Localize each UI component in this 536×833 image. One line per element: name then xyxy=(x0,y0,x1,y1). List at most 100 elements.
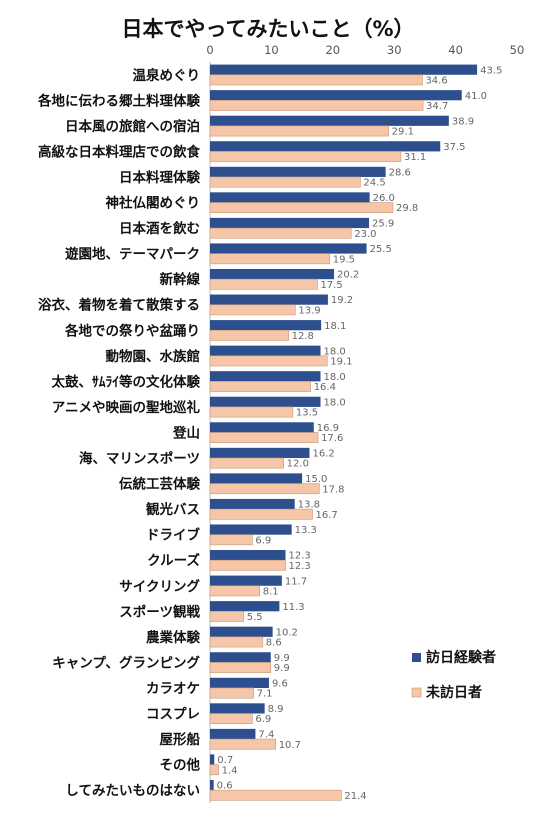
category-label: 各地での祭りや盆踊り xyxy=(64,322,200,339)
bar-not-visited xyxy=(209,151,402,162)
bar-visited xyxy=(210,217,370,229)
value-label-not-visited: 12.8 xyxy=(292,331,314,342)
bar-visited xyxy=(210,601,280,612)
bar-visited xyxy=(210,243,367,254)
bar-visited xyxy=(210,626,273,637)
value-label-visited: 11.7 xyxy=(285,576,307,587)
value-label-not-visited: 13.5 xyxy=(296,408,318,419)
x-tick-label: 30 xyxy=(387,43,402,57)
value-label-visited: 18.1 xyxy=(324,321,346,332)
bar-not-visited xyxy=(209,687,254,699)
bars: 43.5 34.6 41.0 34.7 38.9 29.1 37.5 31.1 28.6 24.5… xyxy=(209,64,502,802)
bar-visited xyxy=(210,703,265,714)
value-label-visited: 9.9 xyxy=(274,653,290,664)
bar-visited xyxy=(210,345,321,356)
category-label: 日本酒を飲む xyxy=(119,220,200,237)
value-label-visited: 18.0 xyxy=(324,372,346,383)
value-label-visited: 28.6 xyxy=(389,167,411,178)
category-label: 農業体験 xyxy=(146,629,200,646)
value-label-not-visited: 10.7 xyxy=(279,740,301,751)
bar-not-visited xyxy=(209,559,286,571)
category-label: アニメや映画の聖地巡礼 xyxy=(52,399,201,416)
value-label-not-visited: 34.7 xyxy=(426,101,448,112)
value-label-not-visited: 9.9 xyxy=(274,663,290,674)
bar-visited xyxy=(210,90,462,101)
category-label: 動物園、水族館 xyxy=(106,348,201,365)
value-label-not-visited: 19.5 xyxy=(333,254,355,265)
x-tick-label: 40 xyxy=(448,43,463,57)
value-label-not-visited: 29.8 xyxy=(396,203,418,214)
bar-visited xyxy=(210,141,441,152)
bar-visited xyxy=(210,575,282,586)
bar-visited xyxy=(210,447,310,459)
category-label: 登山 xyxy=(172,424,200,441)
x-tick-label: 20 xyxy=(325,43,340,57)
value-label-not-visited: 12.0 xyxy=(287,459,309,470)
category-label: ドライブ xyxy=(146,527,200,544)
chart-title: 日本でやってみたいこと（%） xyxy=(122,17,415,41)
bar-visited xyxy=(210,524,292,535)
value-label-not-visited: 31.1 xyxy=(404,152,426,163)
category-label: 屋形船 xyxy=(160,731,201,748)
bar-visited xyxy=(210,192,370,203)
bar-visited xyxy=(210,371,321,382)
bar-visited xyxy=(210,396,321,407)
bar-visited xyxy=(210,115,449,126)
category-label: コスプレ xyxy=(146,707,200,723)
category-label: 太鼓、ｻﾑﾗｲ等の文化体験 xyxy=(52,373,201,390)
bar-visited xyxy=(210,294,328,305)
category-label: してみたいものはない xyxy=(65,783,200,799)
bar-visited xyxy=(210,166,386,177)
value-label-visited: 13.3 xyxy=(295,525,317,536)
value-label-visited: 37.5 xyxy=(443,142,465,153)
value-label-not-visited: 29.1 xyxy=(392,127,414,138)
bar-visited xyxy=(210,652,271,663)
bar-visited xyxy=(210,677,269,688)
category-label: 浴衣、着物を着て散策する xyxy=(38,297,200,314)
x-tick-label: 0 xyxy=(206,43,213,57)
category-label: 各地に伝わる郷土料理体験 xyxy=(37,92,200,109)
bar-not-visited xyxy=(209,74,423,86)
category-label: 日本料理体験 xyxy=(119,169,200,186)
legend-swatch xyxy=(412,653,421,662)
value-label-not-visited: 5.5 xyxy=(247,612,263,623)
value-label-visited: 10.2 xyxy=(276,627,298,638)
bar-visited xyxy=(210,64,478,75)
bar-not-visited xyxy=(209,304,296,316)
value-label-not-visited: 8.6 xyxy=(266,638,282,649)
bar-not-visited xyxy=(209,534,253,546)
value-label-not-visited: 7.1 xyxy=(257,689,273,700)
value-label-not-visited: 6.9 xyxy=(255,535,271,546)
category-label: スポーツ観戦 xyxy=(119,603,200,620)
bar-visited xyxy=(210,268,335,280)
category-label: 日本風の旅館への宿泊 xyxy=(65,118,200,135)
bar-not-visited xyxy=(209,406,294,418)
bar-visited xyxy=(210,550,286,561)
bar-not-visited xyxy=(209,278,318,290)
value-label-visited: 19.2 xyxy=(331,295,353,306)
category-label: 伝統工芸体験 xyxy=(119,476,200,493)
bar-visited xyxy=(210,473,303,484)
bar-visited xyxy=(210,498,295,510)
value-label-not-visited: 21.4 xyxy=(344,791,366,802)
bar-not-visited xyxy=(209,227,352,239)
category-label: 温泉めぐり xyxy=(133,67,201,84)
bar-not-visited xyxy=(209,202,394,214)
value-label-visited: 25.5 xyxy=(370,244,392,255)
value-label-visited: 8.9 xyxy=(268,704,284,715)
category-label: クルーズ xyxy=(147,552,200,569)
value-label-visited: 12.3 xyxy=(289,551,311,562)
bar-not-visited xyxy=(209,176,361,188)
value-label-not-visited: 19.1 xyxy=(330,357,352,368)
category-labels: 温泉めぐり各地に伝わる郷土料理体験日本風の旅館への宿泊高級な日本料理店での飲食日… xyxy=(37,67,200,799)
category-label: 新幹線 xyxy=(160,271,201,288)
value-label-visited: 16.2 xyxy=(312,449,334,460)
bar-not-visited xyxy=(209,738,276,750)
value-label-visited: 18.0 xyxy=(324,346,346,357)
category-label: キャンプ、グランピング xyxy=(52,654,200,671)
value-label-visited: 38.9 xyxy=(452,116,474,127)
value-label-visited: 20.2 xyxy=(337,270,359,281)
category-label: 海、マリンスポーツ xyxy=(79,450,200,467)
value-label-visited: 15.0 xyxy=(305,474,327,485)
